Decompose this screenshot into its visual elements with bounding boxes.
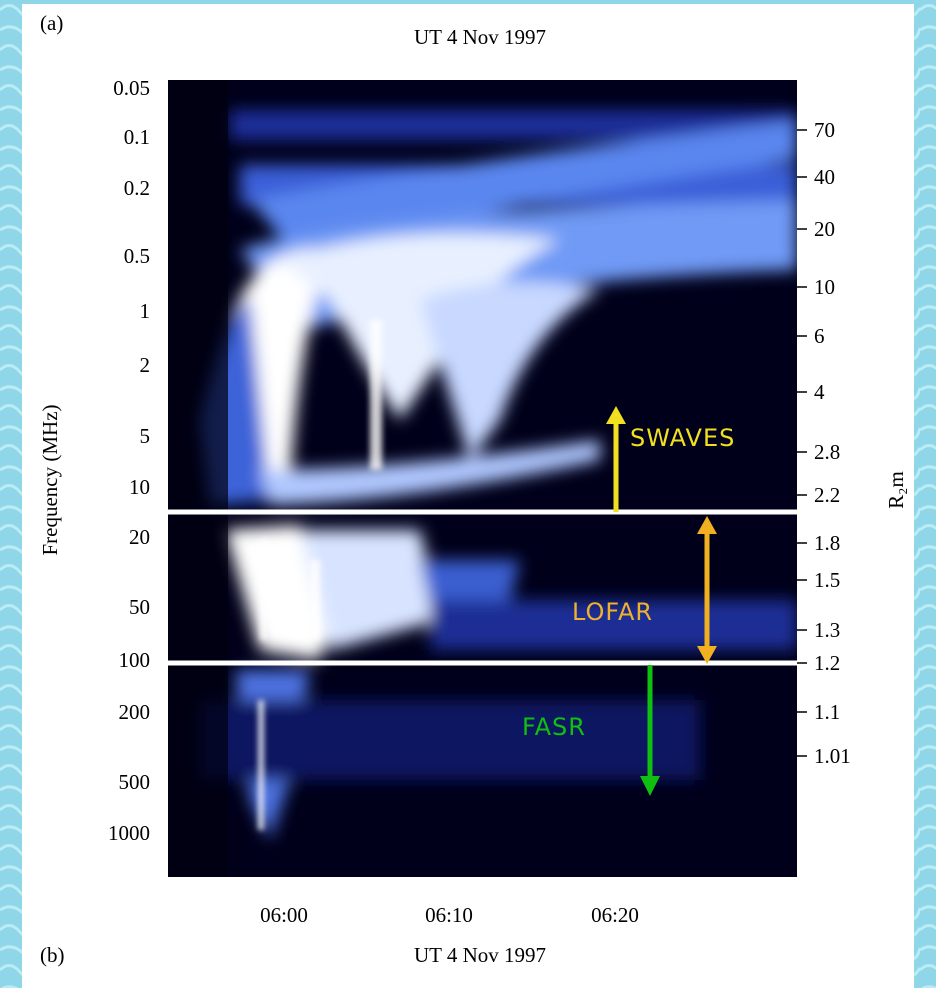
y2-tick-label: 1.3 <box>814 618 840 642</box>
y-tick-label: 1000 <box>108 821 150 845</box>
panel-label: (a) <box>40 11 63 35</box>
y2-tick-label: 2.8 <box>814 440 840 464</box>
y2-tick-label: 6 <box>814 324 825 348</box>
y-tick-label: 20 <box>129 525 150 549</box>
annotation: FASR <box>522 713 586 741</box>
y-tick-label: 50 <box>129 595 150 619</box>
y-tick-label: 100 <box>119 648 151 672</box>
y2-tick-label: 1.5 <box>814 568 840 592</box>
y2-tick-label: 1.1 <box>814 700 840 724</box>
title: UT 4 Nov 1997 <box>414 25 546 49</box>
y-tick-label: 500 <box>119 770 151 794</box>
panel-label: (b) <box>40 943 65 967</box>
y2-tick-label: 70 <box>814 118 835 142</box>
y-tick-label: 0.1 <box>124 125 150 149</box>
y2-tick-label: 10 <box>814 275 835 299</box>
annotation: SWAVES <box>630 424 735 452</box>
y-tick-label: 1 <box>140 299 151 323</box>
y2-tick-label: 1.8 <box>814 531 840 555</box>
y-tick-label: 0.05 <box>113 76 150 100</box>
y-tick-label: 2 <box>140 353 151 377</box>
arrows <box>606 406 717 796</box>
spectrogram <box>168 80 797 877</box>
x-tick-label: 06:10 <box>425 903 473 927</box>
y2-tick-label: 1.2 <box>814 651 840 675</box>
y2-tick-label: 1.01 <box>814 744 851 768</box>
y-tick-label: 5 <box>140 424 151 448</box>
x-tick-label: 06:00 <box>260 903 308 927</box>
y2-tick-label: 40 <box>814 165 835 189</box>
y-tick-label: 0.5 <box>124 244 150 268</box>
y2-axis-label: R₂m <box>884 471 908 509</box>
y-tick-label: 0.2 <box>124 176 150 200</box>
x-tick-label: 06:20 <box>591 903 639 927</box>
y-tick-label: 10 <box>129 475 150 499</box>
x-axis-label: UT 4 Nov 1997 <box>414 943 546 967</box>
annotation: LOFAR <box>572 598 653 626</box>
y2-tick-label: 20 <box>814 217 835 241</box>
y2-tick-label: 2.2 <box>814 483 840 507</box>
y-tick-label: 200 <box>119 700 151 724</box>
y2-tick-label: 4 <box>814 380 825 404</box>
y-axis-label: Frequency (MHz) <box>38 404 62 555</box>
